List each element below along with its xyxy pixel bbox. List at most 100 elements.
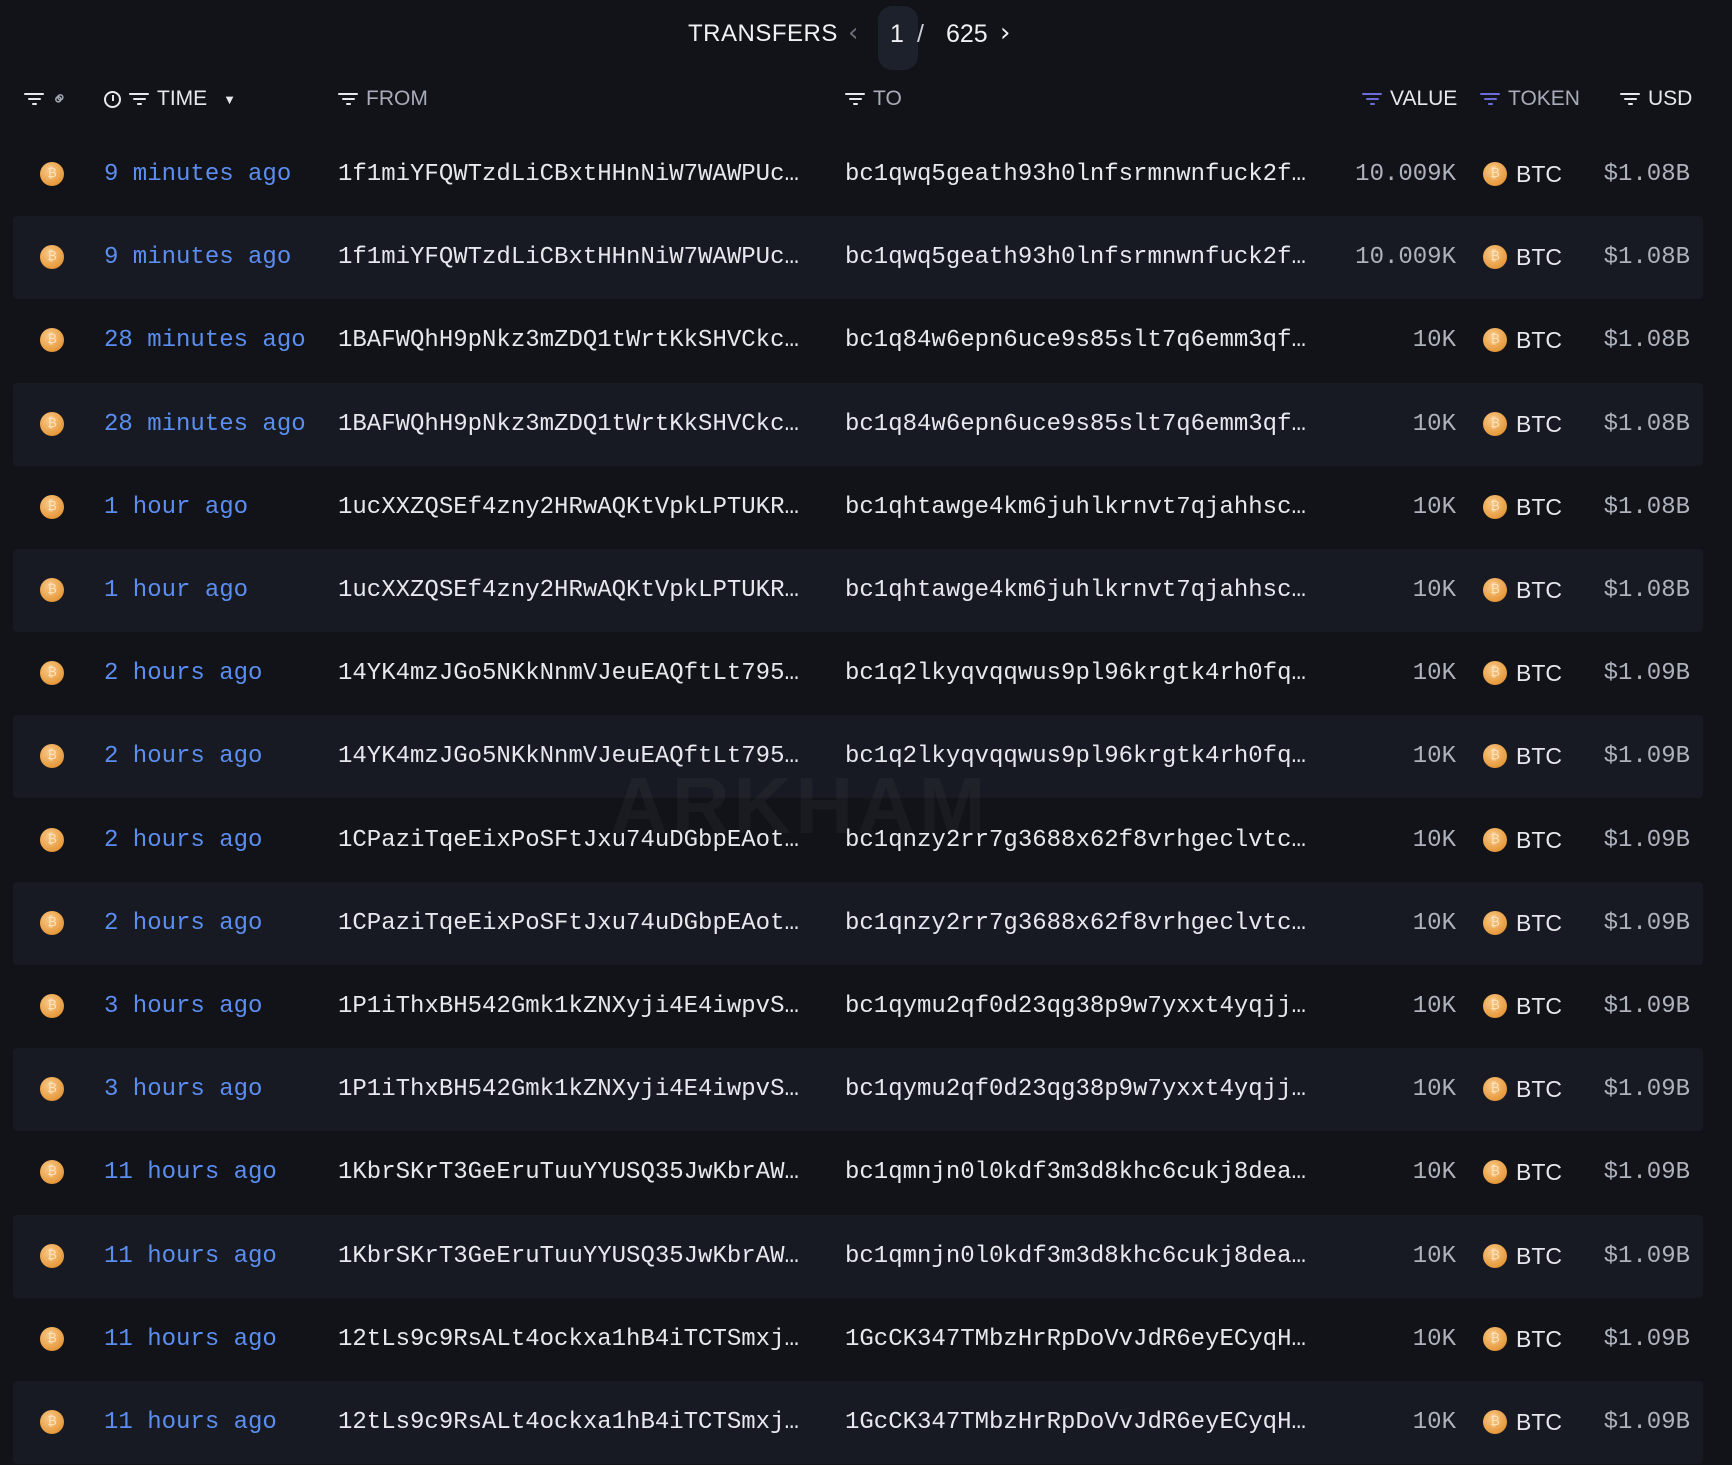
token-symbol[interactable]: BTC xyxy=(1516,993,1562,1019)
to-address[interactable]: bc1qymu2qf0d23qg38p9w7yxxt4yqjj… xyxy=(845,993,1306,1020)
to-address[interactable]: bc1qmnjn0l0kdf3m3d8khc6cukj8dea… xyxy=(845,1242,1306,1270)
table-row[interactable]: 9 minutes ago 1f1miYFQWTzdLiCBxtHHnNiW7WA… xyxy=(13,133,1703,216)
current-page-input[interactable]: 1 xyxy=(890,20,904,48)
to-address[interactable]: bc1q2lkyqvqqwus9pl96krgtk4rh0fq… xyxy=(845,660,1306,688)
time-link[interactable]: 11 hours ago xyxy=(104,1159,277,1187)
time-link[interactable]: 2 hours ago xyxy=(104,660,263,688)
time-link[interactable]: 9 minutes ago xyxy=(104,161,292,188)
from-address[interactable]: 1ucXXZQSEf4zny2HRwAQKtVpkLPTUKR… xyxy=(338,577,799,604)
table-row[interactable]: 2 hours ago 14YK4mzJGo5NKkNnmVJeuEAQftLt7… xyxy=(13,715,1703,799)
table-row[interactable]: 11 hours ago 12tLs9c9RsALt4ockxa1hB4iTCTS… xyxy=(13,1381,1703,1464)
time-link[interactable]: 3 hours ago xyxy=(104,993,263,1020)
token-symbol[interactable]: BTC xyxy=(1516,327,1562,354)
token-symbol[interactable]: BTC xyxy=(1516,244,1562,271)
column-header-usd[interactable]: USD xyxy=(1620,84,1692,114)
sort-down-icon[interactable]: ▼ xyxy=(223,91,237,107)
token-symbol[interactable]: BTC xyxy=(1516,909,1562,936)
table-row[interactable]: 11 hours ago 12tLs9c9RsALt4ockxa1hB4iTCTS… xyxy=(13,1298,1703,1381)
token-symbol[interactable]: BTC xyxy=(1516,826,1562,853)
filter-icon[interactable] xyxy=(129,92,149,106)
table-row[interactable]: 1 hour ago 1ucXXZQSEf4zny2HRwAQKtVpkLPTUK… xyxy=(13,549,1703,632)
time-link[interactable]: 28 minutes ago xyxy=(104,327,306,355)
token-symbol[interactable]: BTC xyxy=(1516,1409,1562,1435)
chevron-left-icon[interactable]: ‹ xyxy=(848,18,859,48)
time-link[interactable]: 2 hours ago xyxy=(104,826,263,854)
clock-icon[interactable] xyxy=(104,90,121,108)
from-address[interactable]: 1f1miYFQWTzdLiCBxtHHnNiW7WAWPUc… xyxy=(338,244,799,272)
column-header-to[interactable]: TO xyxy=(845,84,902,114)
table-row[interactable]: 3 hours ago 1P1iThxBH542Gmk1kZNXyji4E4iwp… xyxy=(13,965,1703,1048)
filter-icon[interactable] xyxy=(845,92,865,106)
from-address[interactable]: 1P1iThxBH542Gmk1kZNXyji4E4iwpvS… xyxy=(338,1076,799,1104)
token-symbol[interactable]: BTC xyxy=(1516,577,1562,603)
table-row[interactable]: 11 hours ago 1KbrSKrT3GeEruTuuYYUSQ35JwKb… xyxy=(13,1131,1703,1214)
to-address[interactable]: bc1qmnjn0l0kdf3m3d8khc6cukj8dea… xyxy=(845,1159,1306,1187)
to-address[interactable]: bc1qhtawge4km6juhlkrnvt7qjahhsc… xyxy=(845,577,1306,604)
from-address[interactable]: 1CPaziTqeEixPoSFtJxu74uDGbpEAot… xyxy=(338,909,799,937)
to-address[interactable]: bc1qymu2qf0d23qg38p9w7yxxt4yqjj… xyxy=(845,1076,1306,1104)
time-link[interactable]: 11 hours ago xyxy=(104,1325,277,1353)
time-link[interactable]: 9 minutes ago xyxy=(104,244,292,272)
chevron-right-icon[interactable]: › xyxy=(1000,18,1011,48)
time-link[interactable]: 3 hours ago xyxy=(104,1076,263,1104)
table-row[interactable]: 3 hours ago 1P1iThxBH542Gmk1kZNXyji4E4iwp… xyxy=(13,1048,1703,1132)
token-symbol[interactable]: BTC xyxy=(1516,1325,1562,1352)
from-address[interactable]: 1BAFWQhH9pNkz3mZDQ1tWrtKkSHVCkc… xyxy=(338,410,799,438)
time-link[interactable]: 28 minutes ago xyxy=(104,410,306,438)
table-row[interactable]: 9 minutes ago 1f1miYFQWTzdLiCBxtHHnNiW7WA… xyxy=(13,216,1703,300)
token-symbol[interactable]: BTC xyxy=(1516,1076,1562,1103)
from-address[interactable]: 1KbrSKrT3GeEruTuuYYUSQ35JwKbrAW… xyxy=(338,1159,799,1187)
token-symbol[interactable]: BTC xyxy=(1516,1159,1562,1186)
to-address[interactable]: bc1qwq5geath93h0lnfsrmnwnfuck2f… xyxy=(845,244,1306,272)
column-header-token[interactable]: TOKEN xyxy=(1480,84,1580,114)
time-link[interactable]: 11 hours ago xyxy=(104,1409,277,1436)
to-address[interactable]: bc1q2lkyqvqqwus9pl96krgtk4rh0fq… xyxy=(845,743,1306,771)
from-address[interactable]: 14YK4mzJGo5NKkNnmVJeuEAQftLt795… xyxy=(338,660,799,688)
from-address[interactable]: 14YK4mzJGo5NKkNnmVJeuEAQftLt795… xyxy=(338,743,799,771)
to-address[interactable]: bc1qnzy2rr7g3688x62f8vrhgeclvtc… xyxy=(845,826,1306,854)
table-row[interactable]: 2 hours ago 1CPaziTqeEixPoSFtJxu74uDGbpEA… xyxy=(13,881,1703,965)
token-symbol[interactable]: BTC xyxy=(1516,161,1562,187)
filter-active-icon[interactable] xyxy=(1362,92,1382,106)
token-symbol[interactable]: BTC xyxy=(1516,743,1562,770)
filter-icon[interactable] xyxy=(338,92,358,106)
token-symbol[interactable]: BTC xyxy=(1516,1242,1562,1269)
from-address[interactable]: 1f1miYFQWTzdLiCBxtHHnNiW7WAWPUc… xyxy=(338,161,799,188)
filter-icon[interactable] xyxy=(24,92,44,106)
from-address[interactable]: 1BAFWQhH9pNkz3mZDQ1tWrtKkSHVCkc… xyxy=(338,327,799,355)
to-address[interactable]: bc1q84w6epn6uce9s85slt7q6emm3qf… xyxy=(845,327,1306,355)
time-link[interactable]: 1 hour ago xyxy=(104,493,249,521)
token-symbol[interactable]: BTC xyxy=(1516,493,1562,520)
to-address[interactable]: bc1qnzy2rr7g3688x62f8vrhgeclvtc… xyxy=(845,909,1306,937)
link-icon[interactable]: ⚭ xyxy=(46,85,74,113)
from-address[interactable]: 12tLs9c9RsALt4ockxa1hB4iTCTSmxj… xyxy=(338,1325,799,1353)
to-address[interactable]: 1GcCK347TMbzHrRpDoVvJdR6eyECyqH… xyxy=(845,1325,1306,1353)
table-row[interactable]: 28 minutes ago 1BAFWQhH9pNkz3mZDQ1tWrtKkS… xyxy=(13,299,1703,382)
time-link[interactable]: 1 hour ago xyxy=(104,577,249,604)
filter-active-icon[interactable] xyxy=(1480,92,1500,106)
time-link[interactable]: 2 hours ago xyxy=(104,909,263,937)
table-row[interactable]: 1 hour ago 1ucXXZQSEf4zny2HRwAQKtVpkLPTUK… xyxy=(13,466,1703,549)
from-address[interactable]: 12tLs9c9RsALt4ockxa1hB4iTCTSmxj… xyxy=(338,1409,799,1436)
to-address[interactable]: bc1qwq5geath93h0lnfsrmnwnfuck2f… xyxy=(845,161,1306,188)
token-symbol[interactable]: BTC xyxy=(1516,410,1562,437)
table-row[interactable]: 2 hours ago 1CPaziTqeEixPoSFtJxu74uDGbpEA… xyxy=(13,799,1703,882)
column-header-time[interactable]: TIME ▼ xyxy=(104,84,236,114)
from-address[interactable]: 1ucXXZQSEf4zny2HRwAQKtVpkLPTUKR… xyxy=(338,493,799,521)
time-link[interactable]: 2 hours ago xyxy=(104,743,263,771)
from-address[interactable]: 1KbrSKrT3GeEruTuuYYUSQ35JwKbrAW… xyxy=(338,1242,799,1270)
token-symbol[interactable]: BTC xyxy=(1516,660,1562,687)
to-address[interactable]: 1GcCK347TMbzHrRpDoVvJdR6eyECyqH… xyxy=(845,1409,1306,1436)
to-address[interactable]: bc1q84w6epn6uce9s85slt7q6emm3qf… xyxy=(845,410,1306,438)
filter-icon[interactable] xyxy=(1620,92,1640,106)
column-header-value[interactable]: VALUE xyxy=(1362,84,1457,114)
table-row[interactable]: 11 hours ago 1KbrSKrT3GeEruTuuYYUSQ35JwKb… xyxy=(13,1214,1703,1298)
usd-value: $1.08B xyxy=(1603,161,1690,188)
from-address[interactable]: 1CPaziTqeEixPoSFtJxu74uDGbpEAot… xyxy=(338,826,799,854)
table-row[interactable]: 28 minutes ago 1BAFWQhH9pNkz3mZDQ1tWrtKkS… xyxy=(13,382,1703,466)
time-link[interactable]: 11 hours ago xyxy=(104,1242,277,1270)
from-address[interactable]: 1P1iThxBH542Gmk1kZNXyji4E4iwpvS… xyxy=(338,993,799,1020)
table-row[interactable]: 2 hours ago 14YK4mzJGo5NKkNnmVJeuEAQftLt7… xyxy=(13,632,1703,715)
to-address[interactable]: bc1qhtawge4km6juhlkrnvt7qjahhsc… xyxy=(845,493,1306,521)
column-header-from[interactable]: FROM xyxy=(338,84,428,114)
